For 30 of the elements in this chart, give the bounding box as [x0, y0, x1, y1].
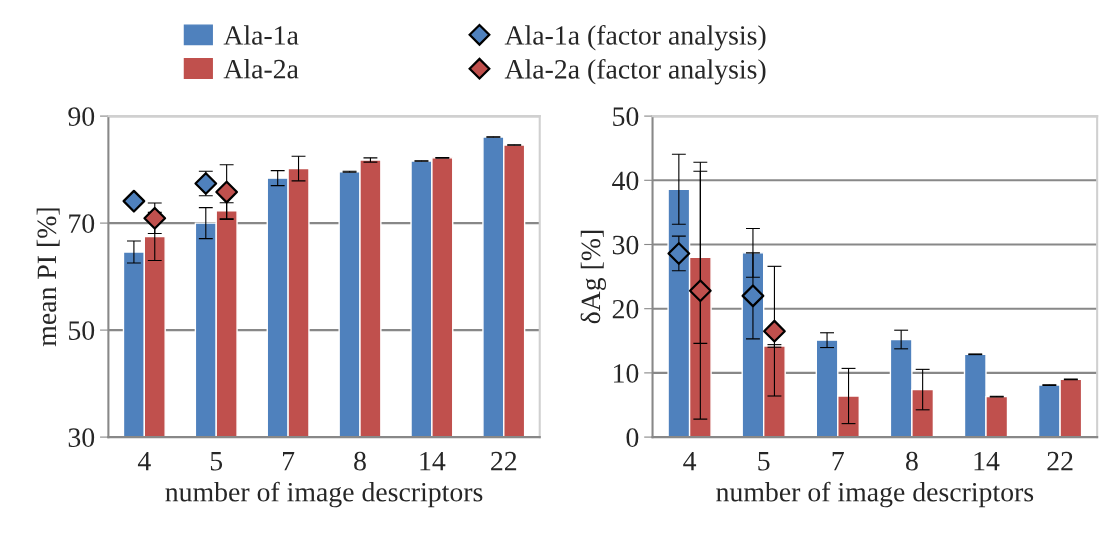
x-tick-label: 8: [354, 451, 366, 471]
y-tick-label: 50: [69, 321, 95, 341]
y-tick-label: 30: [612, 235, 639, 255]
legend-label: Ala-1a: [223, 25, 299, 45]
y-tick-label: 0: [626, 428, 639, 448]
x-tick-label: 7: [283, 452, 295, 471]
x-axis-title: number of image descriptors: [165, 481, 483, 508]
y-tick-label: 70: [69, 214, 95, 234]
y-tick-label: 50: [613, 107, 639, 127]
y-axis-title: mean PI [%]: [36, 208, 60, 347]
y-tick-label: 30: [68, 428, 95, 448]
legend-label: Ala-2a (factor analysis): [504, 58, 766, 85]
x-tick-label: 7: [832, 452, 844, 471]
x-tick-label: 8: [906, 451, 918, 471]
x-tick-label: 14: [420, 451, 446, 471]
x-tick-label: 22: [1047, 451, 1073, 471]
x-tick-label: 5: [758, 452, 770, 471]
y-tick-label: 40: [612, 171, 639, 191]
legend-label: Ala-1a (factor analysis): [504, 25, 766, 51]
x-axis-title: number of image descriptors: [716, 481, 1034, 508]
legend-label: Ala-2a: [223, 58, 299, 79]
x-tick-label: 5: [210, 452, 223, 471]
x-tick-label: 22: [491, 451, 517, 471]
y-tick-label: 90: [68, 107, 95, 127]
x-tick-label: 4: [683, 451, 697, 471]
y-axis-title: δAg [%]: [580, 230, 607, 324]
x-tick-label: 14: [974, 451, 1000, 471]
y-tick-label: 20: [612, 299, 639, 319]
y-tick-label: 10: [614, 364, 639, 383]
x-tick-label: 4: [137, 451, 151, 471]
